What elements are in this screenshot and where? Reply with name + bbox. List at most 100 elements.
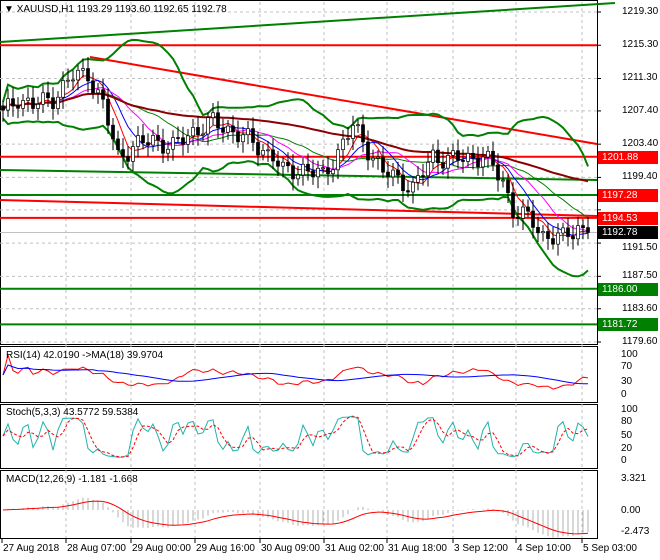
candle-body (136, 135, 140, 147)
candle-body (261, 150, 265, 156)
candle-body (161, 139, 165, 154)
candle-body (486, 150, 490, 158)
candle-body (66, 79, 70, 82)
candle-body (511, 192, 515, 218)
candle-body (316, 167, 320, 178)
candle-body (451, 150, 455, 156)
candle-body (281, 161, 285, 167)
candle-body (221, 127, 225, 133)
date-label: 27 Aug 2018 (3, 543, 60, 554)
candle-body (96, 89, 100, 94)
candle-body (126, 156, 130, 162)
candle-body (26, 97, 30, 101)
candle-body (391, 169, 395, 178)
price-level-tag: 1194.53 (598, 211, 658, 225)
open-value: 1193.29 (76, 4, 113, 15)
stoch-axis-label: 50 (621, 430, 633, 441)
candle-body (516, 216, 520, 219)
rsi-axis-label: 30 (621, 376, 633, 387)
symbol-label: XAUUSD,H1 (16, 4, 74, 15)
stoch-axis-label: 80 (621, 416, 633, 427)
candle-body (501, 179, 505, 182)
date-label: 28 Aug 07:00 (67, 543, 126, 554)
candle-body (156, 135, 160, 141)
price-tick-label: 1179.60 (622, 336, 658, 347)
candle-body (216, 112, 220, 129)
stoch-label: Stoch(5,3,3) 43.5772 59.5384 (6, 407, 139, 418)
candle-body (266, 149, 270, 152)
dropdown-triangle-icon[interactable]: ▼ (4, 4, 14, 15)
macd-signal-line (2, 500, 589, 535)
candle-body (421, 175, 425, 177)
price-tick-label: 1219.30 (622, 6, 659, 17)
candle-body (251, 128, 255, 143)
candle-body (196, 127, 200, 136)
date-label: 3 Sep 12:00 (454, 543, 508, 554)
candle-body (461, 160, 465, 162)
price-tick-label: 1207.40 (622, 104, 659, 116)
stoch-main-line (2, 415, 589, 458)
candle-body (481, 156, 485, 168)
candle-body (111, 124, 115, 140)
macd-axis-label: 0.00 (621, 505, 641, 516)
date-label: 29 Aug 16:00 (196, 543, 255, 554)
price-tick-label: 1199.40 (622, 171, 658, 183)
candle-body (231, 125, 235, 133)
candle-body (246, 128, 250, 136)
candle-body (556, 232, 560, 245)
candle-body (1, 105, 5, 111)
candle-body (411, 181, 415, 193)
candle-body (71, 79, 75, 82)
macd-label: MACD(12,26,9) -1.181 -1.668 (6, 474, 138, 485)
candle-body (426, 161, 430, 177)
candle-body (291, 165, 295, 180)
candle-body (211, 112, 215, 118)
candle-body (36, 103, 40, 109)
candle-body (381, 156, 385, 173)
candle-body (121, 149, 125, 157)
candle-body (561, 227, 565, 234)
date-label: 4 Sep 10:00 (517, 543, 571, 554)
rsi-line (2, 353, 589, 390)
stoch-axis-label: 100 (621, 404, 638, 415)
candle-body (376, 156, 380, 159)
stoch-signal-line (2, 416, 589, 458)
date-label: 31 Aug 02:00 (325, 543, 384, 554)
price-level-tag: 1192.78 (598, 226, 658, 240)
candle-body (586, 227, 590, 233)
date-label: 31 Aug 18:00 (388, 543, 447, 554)
candle-body (346, 138, 350, 140)
macd-axis-label: -2.473 (621, 526, 650, 537)
candle-body (46, 92, 50, 99)
candle-body (236, 131, 240, 143)
chart-header: ▼ XAUUSD,H1 1193.29 1193.60 1192.65 1192… (4, 4, 227, 16)
candle-body (151, 135, 155, 146)
panel-border-1 (0, 346, 598, 403)
candle-body (171, 137, 175, 150)
price-tick-label: 1203.40 (622, 138, 659, 150)
trendline-red-lower (0, 199, 598, 217)
candle-body (331, 169, 335, 175)
candle-body (86, 68, 90, 82)
bollinger-mid (2, 92, 589, 219)
candle-body (176, 137, 180, 139)
candle-body (106, 98, 110, 126)
rsi-axis-label: 100 (621, 349, 638, 360)
candle-body (56, 96, 60, 109)
candle-body (431, 149, 435, 163)
candle-body (326, 167, 330, 175)
candle-body (226, 125, 230, 133)
candle-body (441, 162, 445, 169)
candle-body (491, 150, 495, 166)
candle-body (271, 149, 275, 162)
candle-body (351, 125, 355, 139)
stoch-axis-label: 0 (621, 455, 627, 466)
moving-average-13 (2, 87, 589, 232)
candle-body (21, 100, 25, 109)
candle-body (6, 98, 10, 111)
price-level-tag: 1197.28 (598, 189, 658, 203)
candle-body (406, 190, 410, 193)
panel-border-2 (0, 404, 598, 469)
